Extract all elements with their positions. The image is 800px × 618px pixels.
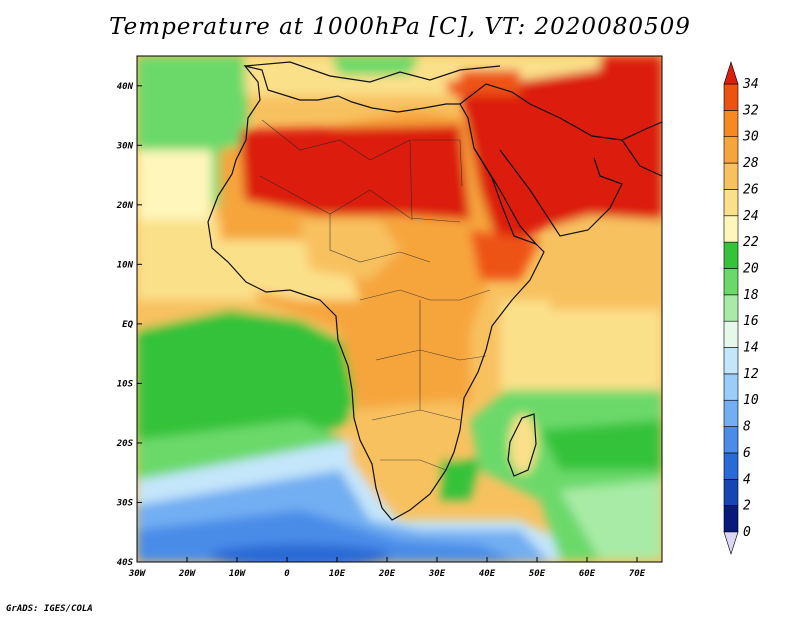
colorbar-tick-label: 14 [743,341,759,356]
colorbar-tick-label: 8 [743,420,751,435]
border-central [359,289,491,301]
colorbar-box [723,189,739,217]
colorbar-box [723,162,739,190]
lon-tick-label: 10W [229,569,247,579]
arabia-north-coastline [459,83,662,141]
colorbar-tick-label: 16 [743,314,759,329]
colorbar-min-triangle [723,531,739,555]
lat-tick-label: 30N [116,141,134,151]
colorbar-box [723,452,739,480]
colorbar-box [723,399,739,427]
colorbar-max-triangle [723,61,739,85]
colorbar-tick-label: 34 [742,77,759,92]
field-iran-hot [600,56,662,116]
lon-tick-label: 30W [128,569,147,579]
colorbar-box [723,505,739,533]
colorbar-box [723,268,739,296]
lon-tick-label: 30E [428,569,446,579]
border-egypt-libya [412,139,463,187]
lon-tick-label: 60E [579,569,596,579]
colorbar-tick-label: 10 [743,393,759,408]
madagascar-coastline [507,413,537,477]
colorbar-tick-label: 20 [743,261,759,276]
lat-tick-label: 10N [117,260,134,270]
field-indian-ocean-darkgreen [540,420,662,470]
colorbar-box [723,373,739,401]
colorbar-tick-label: 24 [743,209,759,224]
border-congo [375,349,487,361]
lat-tick-label: 30S [116,498,134,508]
country-borders [259,119,491,471]
field-southern-ocean-core [210,544,390,562]
field-indian-ocean-north [500,300,662,390]
colorbar-box [723,110,739,138]
temperature-field [137,56,662,562]
field-sahara-hot [240,125,470,220]
colorbar-box [723,347,739,375]
colorbar-box [723,426,739,454]
colorbar-tick-label: 22 [743,235,759,250]
field-south-africa [350,400,460,500]
lon-tick-label: 0 [284,569,290,579]
field-alps-green [330,56,420,75]
lat-tick-label: 20S [116,439,134,449]
colorbar-box [723,83,739,111]
lat-tick-label: 40S [117,558,134,568]
lat-tick-label: 40N [117,82,134,92]
field-horn-hot [470,230,540,280]
border-botswana [380,459,447,471]
colorbar-tick-label: 26 [743,182,759,197]
gulf-coastline [621,139,662,177]
border-maghreb [261,119,413,221]
colorbar-box [723,294,739,322]
lat-tick-label: 10S [117,379,134,389]
border-sahel [259,175,461,223]
lat-tick-label: 20N [116,201,134,211]
europe-coastline [244,61,501,83]
field-atlantic-canary [137,150,212,220]
colorbar-tick-label: 30 [742,130,759,145]
colorbar-tick-label: 12 [743,367,759,382]
axis-ticks: 30W 20W 10W 0 10E 20E 30E 40E 50E 60E 70E 40N 30N 20N… [116,82,646,579]
colorbar-box [723,215,739,243]
border-west-central [329,214,431,263]
colorbar-box [723,136,739,164]
colorbar-tick-label: 6 [743,446,751,461]
field-sahel [300,220,400,280]
grads-credit: GrADS: IGES/COLA [6,604,93,614]
colorbar-tick-label: 0 [743,525,751,540]
red-sea-west-coastline [473,147,537,245]
lon-tick-label: 10E [329,569,346,579]
colorbar-tick-label: 32 [742,103,759,118]
lon-tick-label: 20E [378,569,396,579]
lon-tick-label: 70E [629,569,646,579]
colorbar-box [723,478,739,506]
lat-tick-label: EQ [122,320,133,330]
colorbar-tick-label: 28 [743,156,759,171]
colorbar-box [723,320,739,348]
colorbar-tick-label: 4 [743,472,751,487]
field-mozambique-green [440,460,480,500]
lon-tick-label: 20W [178,569,197,579]
field-indian-ocean-south [560,480,662,560]
colorbar-tick-label: 18 [743,288,759,303]
lon-tick-label: 40E [479,569,496,579]
field-madagascar [509,414,537,474]
map-title: Temperature at 1000hPa [C], VT: 20200805… [109,14,691,40]
arabia-coastline [499,149,623,237]
lon-tick-label: 50E [529,569,546,579]
colorbar-tick-label: 2 [743,499,751,514]
colorbar-box [723,241,739,269]
map-frame [136,55,663,563]
